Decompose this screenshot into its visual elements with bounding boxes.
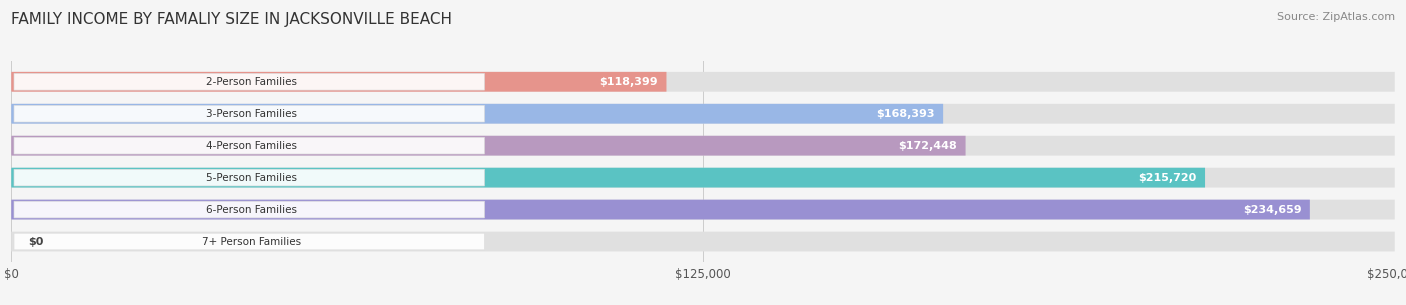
FancyBboxPatch shape: [11, 168, 1205, 188]
FancyBboxPatch shape: [11, 72, 1395, 92]
Text: $172,448: $172,448: [898, 141, 957, 151]
FancyBboxPatch shape: [14, 137, 485, 154]
FancyBboxPatch shape: [14, 233, 485, 250]
FancyBboxPatch shape: [11, 104, 1395, 124]
FancyBboxPatch shape: [14, 201, 485, 218]
Text: 3-Person Families: 3-Person Families: [207, 109, 298, 119]
FancyBboxPatch shape: [11, 104, 943, 124]
FancyBboxPatch shape: [14, 106, 485, 122]
FancyBboxPatch shape: [11, 231, 1395, 251]
Text: 5-Person Families: 5-Person Families: [207, 173, 298, 183]
Text: 7+ Person Families: 7+ Person Families: [202, 237, 301, 246]
FancyBboxPatch shape: [14, 169, 485, 186]
FancyBboxPatch shape: [14, 74, 485, 90]
Text: $234,659: $234,659: [1243, 205, 1302, 215]
FancyBboxPatch shape: [11, 72, 666, 92]
Text: $168,393: $168,393: [876, 109, 935, 119]
Text: FAMILY INCOME BY FAMALIY SIZE IN JACKSONVILLE BEACH: FAMILY INCOME BY FAMALIY SIZE IN JACKSON…: [11, 12, 453, 27]
FancyBboxPatch shape: [11, 200, 1395, 220]
Text: $0: $0: [28, 237, 44, 246]
Text: 2-Person Families: 2-Person Families: [207, 77, 298, 87]
Text: Source: ZipAtlas.com: Source: ZipAtlas.com: [1277, 12, 1395, 22]
Text: 6-Person Families: 6-Person Families: [207, 205, 298, 215]
FancyBboxPatch shape: [11, 136, 966, 156]
FancyBboxPatch shape: [11, 136, 1395, 156]
Text: 4-Person Families: 4-Person Families: [207, 141, 298, 151]
FancyBboxPatch shape: [11, 200, 1310, 220]
Text: $118,399: $118,399: [599, 77, 658, 87]
Text: $215,720: $215,720: [1139, 173, 1197, 183]
FancyBboxPatch shape: [11, 168, 1395, 188]
